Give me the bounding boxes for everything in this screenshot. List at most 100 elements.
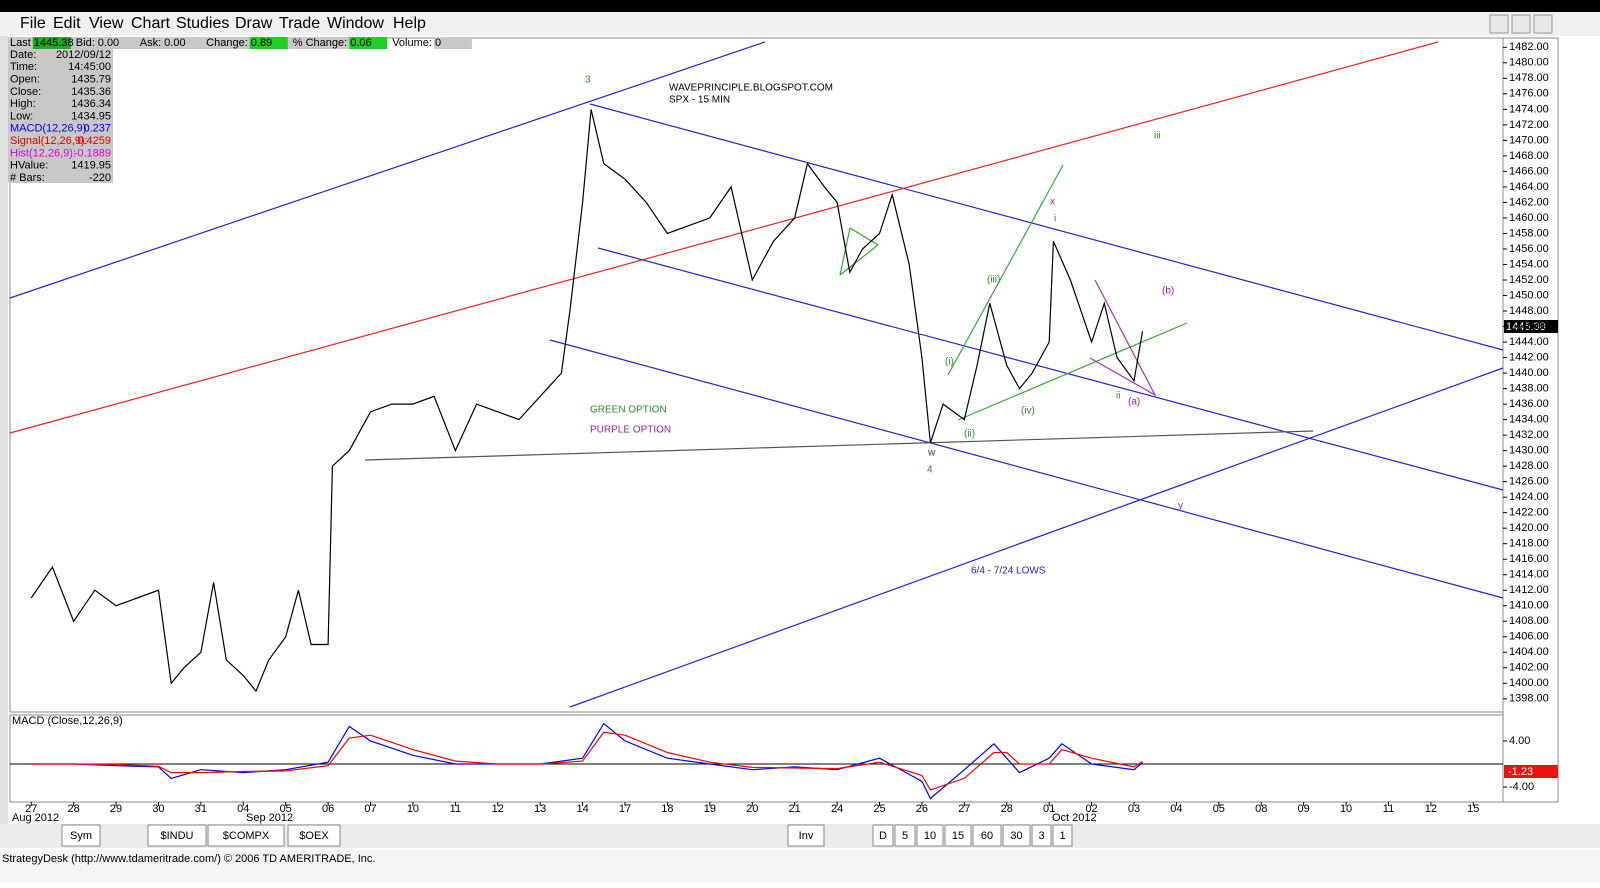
menu-item[interactable]: Studies xyxy=(176,15,229,32)
x-tick-label: 05 xyxy=(280,803,292,815)
macd-badge-box xyxy=(1504,765,1558,778)
wave-label: (iii) xyxy=(987,275,1000,286)
menu-item[interactable]: Window xyxy=(327,15,384,32)
x-tick-label: 18 xyxy=(661,803,673,815)
tab-label[interactable]: 5 xyxy=(902,830,908,842)
menu-item[interactable]: Draw xyxy=(235,15,273,32)
trend-line xyxy=(9,41,1439,434)
y-tick-label: 1452.00 xyxy=(1509,274,1549,286)
triangle xyxy=(1089,279,1157,397)
x-tick-label: 28 xyxy=(67,803,79,815)
wave-label: i xyxy=(1054,214,1056,225)
quote-label: % Change: xyxy=(293,37,347,49)
tab-label[interactable]: D xyxy=(879,830,887,842)
tab[interactable] xyxy=(972,824,1002,847)
x-tick-label: 24 xyxy=(831,803,843,815)
tab-label[interactable]: $INDU xyxy=(160,830,193,842)
y-tick-label: 1444.00 xyxy=(1509,336,1549,348)
tab[interactable] xyxy=(787,824,825,847)
tab[interactable] xyxy=(916,824,944,847)
y-tick-label: 1460.00 xyxy=(1509,212,1549,224)
quote-value-box xyxy=(163,37,202,49)
y-tick-label: 4.00 xyxy=(1509,735,1530,747)
x-tick-label: 28 xyxy=(1001,803,1013,815)
tab[interactable] xyxy=(944,824,972,847)
month-label: Aug 2012 xyxy=(12,812,59,824)
tab[interactable] xyxy=(894,824,916,847)
trend-line xyxy=(9,41,766,299)
macd-title: MACD (Close,12,26,9) xyxy=(12,715,123,727)
y-tick-label: 1478.00 xyxy=(1509,72,1549,84)
tab-label[interactable]: $OEX xyxy=(299,830,329,842)
series-line xyxy=(30,109,1144,693)
close-button[interactable] xyxy=(1533,14,1553,34)
x-tick-label: 25 xyxy=(873,803,885,815)
info-label: HValue: xyxy=(10,160,48,172)
quote-label: Change: xyxy=(206,37,248,49)
tab[interactable] xyxy=(872,824,894,847)
menu-item[interactable]: Chart xyxy=(131,15,171,32)
x-tick-label: 26 xyxy=(916,803,928,815)
quote-value: 0 xyxy=(435,37,441,49)
wave-label: w xyxy=(927,448,936,459)
annotations: 3 WAVEPRINCIPLE.BLOGSPOT.COM SPX - 15 MI… xyxy=(585,75,1183,577)
info-value: -220 xyxy=(89,172,111,184)
quote-label: Bid: xyxy=(76,37,95,49)
chart-note: GREEN OPTION xyxy=(590,405,667,416)
tab[interactable] xyxy=(207,824,285,847)
y-tick-label: 1410.00 xyxy=(1509,600,1549,612)
y-tick-label: 1476.00 xyxy=(1509,88,1549,100)
minimize-button[interactable] xyxy=(1489,14,1509,34)
y-tick-label: 1418.00 xyxy=(1509,538,1549,550)
menu-bar xyxy=(0,12,1600,36)
chart-note: PURPLE OPTION xyxy=(590,425,671,436)
info-value: 0.237 xyxy=(83,123,111,135)
tab-label[interactable]: 1 xyxy=(1059,830,1065,842)
x-tick-label: 30 xyxy=(152,803,164,815)
menu-item[interactable]: Edit xyxy=(53,15,81,32)
y-tick-label: 1416.00 xyxy=(1509,553,1549,565)
quote-value: 0.00 xyxy=(164,37,185,49)
tab[interactable] xyxy=(287,824,341,847)
x-tick-label: 13 xyxy=(534,803,546,815)
tab[interactable] xyxy=(1031,824,1052,847)
price-axis xyxy=(1502,37,1559,803)
tab[interactable] xyxy=(147,824,207,847)
x-tick-label: 29 xyxy=(110,803,122,815)
tab-label[interactable]: 3 xyxy=(1038,830,1044,842)
menu-item[interactable]: View xyxy=(89,15,124,32)
tab-label[interactable]: $COMPX xyxy=(223,830,270,842)
status-text: StrategyDesk (http://www.tdameritrade.co… xyxy=(2,853,375,865)
tab-label[interactable]: Inv xyxy=(799,830,814,842)
trend-line xyxy=(589,103,1504,351)
x-tick-label: 02 xyxy=(1085,803,1097,815)
tab[interactable] xyxy=(1052,824,1073,847)
trend-line xyxy=(569,367,1504,708)
tab-label[interactable]: 30 xyxy=(1010,830,1022,842)
wave-label: x xyxy=(1050,197,1055,208)
menu-item[interactable]: Trade xyxy=(279,15,320,32)
restore-button[interactable] xyxy=(1511,14,1531,34)
last-price: 1445.38 xyxy=(1506,321,1546,333)
info-value: 14:45:00 xyxy=(68,61,111,73)
tab-label[interactable]: 10 xyxy=(924,830,936,842)
tab[interactable] xyxy=(61,824,101,847)
y-tick-label: 1462.00 xyxy=(1509,196,1549,208)
trend-line xyxy=(364,430,1314,461)
y-tick-label: 1468.00 xyxy=(1509,150,1549,162)
trend-line xyxy=(947,164,1064,376)
x-tick-label: 07 xyxy=(364,803,376,815)
tab-label[interactable]: 15 xyxy=(952,830,964,842)
menu-item[interactable]: Help xyxy=(393,15,426,32)
x-tick-label: 12 xyxy=(492,803,504,815)
tab-label[interactable]: 60 xyxy=(981,830,993,842)
tab-label[interactable]: Sym xyxy=(70,830,92,842)
info-box xyxy=(8,49,113,183)
wave-label: iii xyxy=(1154,131,1161,142)
quote-value-box xyxy=(349,37,388,49)
quote-value: 0.00 xyxy=(98,37,119,49)
menu-item[interactable]: File xyxy=(20,15,46,32)
info-label: Open: xyxy=(10,74,40,86)
tab[interactable] xyxy=(1002,824,1031,847)
last-price-box xyxy=(1504,320,1558,333)
